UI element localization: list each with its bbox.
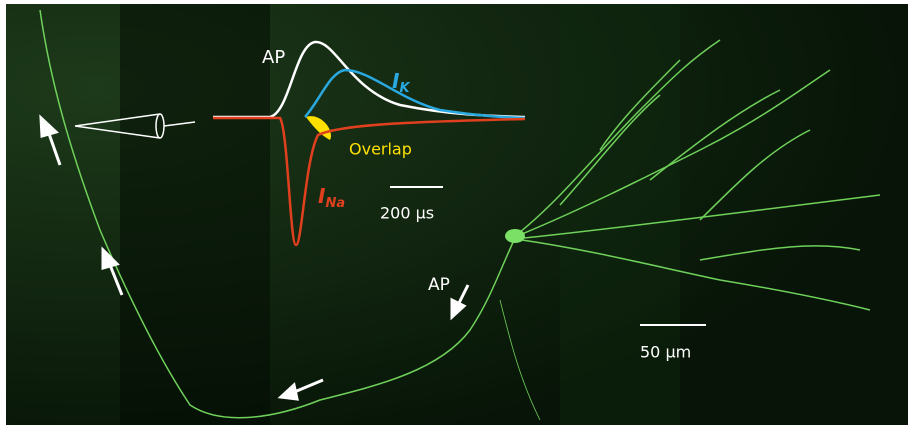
dark-region	[120, 4, 270, 425]
ap-arrow-label: AP	[428, 275, 450, 295]
ik-sub: K	[399, 81, 410, 96]
ina-sub: Na	[325, 196, 345, 211]
ap-label: AP	[262, 47, 285, 68]
light-region	[560, 4, 680, 425]
overlap-label: Overlap	[349, 140, 412, 159]
time-scale-label: 200 μs	[380, 204, 434, 223]
ik-label: IK	[392, 69, 410, 96]
soma	[505, 229, 525, 243]
neuron	[39, 9, 881, 421]
pipette	[74, 113, 196, 139]
ina-label: INa	[318, 184, 345, 211]
scale-bar-label: 50 μm	[640, 343, 691, 362]
ik-main: I	[392, 69, 400, 93]
ina-main: I	[318, 184, 326, 208]
arrows	[39, 114, 470, 401]
inset-traces	[213, 40, 706, 326]
